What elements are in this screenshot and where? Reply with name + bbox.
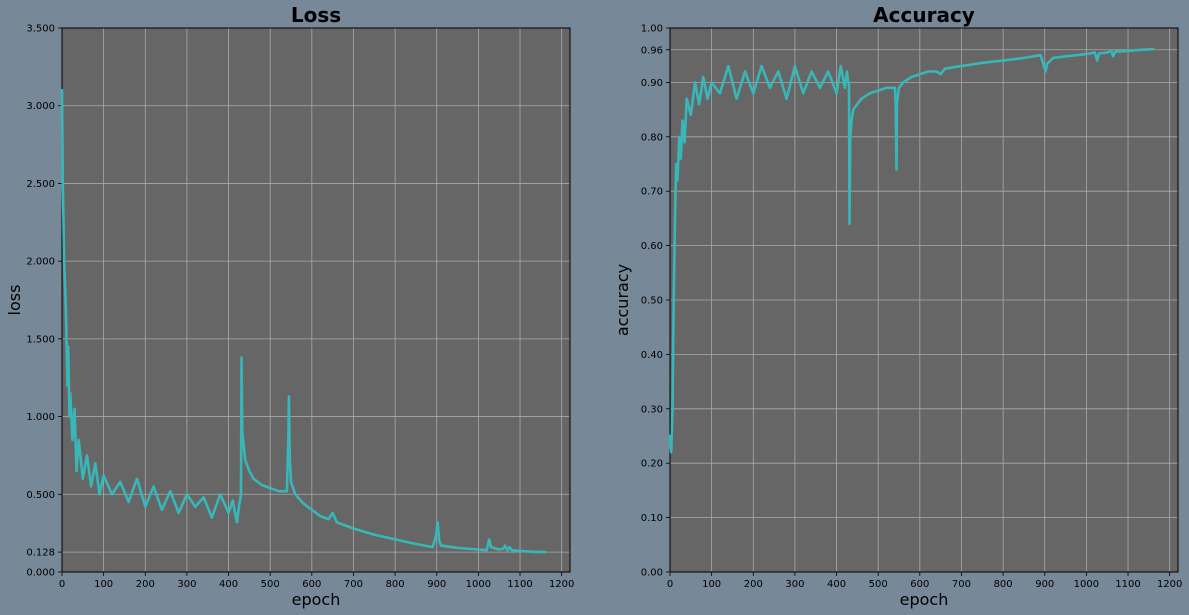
y-tick-label: 1.500 <box>26 334 55 345</box>
plot-area <box>62 28 570 572</box>
x-tick-label: 1200 <box>1157 579 1182 590</box>
y-tick-label: 0.000 <box>26 568 55 579</box>
x-tick-label: 1000 <box>1074 579 1099 590</box>
x-tick-label: 500 <box>869 579 888 590</box>
y-axis-label: loss <box>5 285 24 316</box>
x-tick-label: 700 <box>344 579 363 590</box>
x-tick-label: 0 <box>59 579 65 590</box>
y-tick-label: 0.60 <box>641 241 663 252</box>
x-tick-label: 1200 <box>549 579 574 590</box>
y-tick-label: 1.000 <box>26 412 55 423</box>
y-tick-label: 3.000 <box>26 101 55 112</box>
x-tick-label: 300 <box>785 579 804 590</box>
x-tick-label: 600 <box>910 579 929 590</box>
axes-frame <box>669 27 1179 573</box>
x-tick-label: 700 <box>952 579 971 590</box>
series-line <box>668 47 1155 454</box>
y-axis-label: accuracy <box>613 264 632 336</box>
x-tick-label: 100 <box>94 579 113 590</box>
y-tick-label: 0.50 <box>641 296 663 307</box>
y-tick-label: 0.70 <box>641 187 663 198</box>
x-tick-label: 400 <box>219 579 238 590</box>
y-tick-label: 0.40 <box>641 350 663 361</box>
x-tick-label: 0 <box>667 579 673 590</box>
x-tick-label: 300 <box>177 579 196 590</box>
x-axis-label: epoch <box>292 590 341 609</box>
x-tick-label: 400 <box>827 579 846 590</box>
x-tick-label: 500 <box>261 579 280 590</box>
x-tick-label: 200 <box>744 579 763 590</box>
loss-chart: 0 100 200 300 400 500 600 700 800 900 1000 1100 1200… <box>5 3 574 609</box>
y-tick-label: 3.500 <box>26 24 55 35</box>
x-tick-label: 800 <box>386 579 405 590</box>
y-tick-label: 0.80 <box>641 132 663 143</box>
chart-title: Accuracy <box>873 3 975 27</box>
x-tick-label: 900 <box>1035 579 1054 590</box>
x-tick-label: 600 <box>302 579 321 590</box>
x-tick-label: 1000 <box>466 579 491 590</box>
y-tick-label: 0.10 <box>641 513 663 524</box>
x-tick-label: 800 <box>994 579 1013 590</box>
y-tick-label: 0.30 <box>641 404 663 415</box>
y-tick-label: 0.500 <box>26 490 55 501</box>
x-tick-label: 100 <box>702 579 721 590</box>
y-tick-label: 0.20 <box>641 459 663 470</box>
chart-title: Loss <box>291 3 341 27</box>
y-tick-label: 0.00 <box>641 568 663 579</box>
y-tick-label: 1.00 <box>641 24 663 35</box>
y-tick-label: 2.500 <box>26 179 55 190</box>
accuracy-chart: 0 100 200 300 400 500 600 700 800 900 1000 1100 1200… <box>613 3 1182 609</box>
x-tick-label: 900 <box>427 579 446 590</box>
y-tick-label: 0.90 <box>641 78 663 89</box>
series-line <box>60 88 547 554</box>
y-tick-label: 0.96 <box>641 45 663 56</box>
y-tick-label: 0.128 <box>26 548 55 559</box>
axes-frame <box>61 27 571 573</box>
x-tick-label: 200 <box>136 579 155 590</box>
y-tick-label: 2.000 <box>26 257 55 268</box>
x-tick-label: 1100 <box>507 579 532 590</box>
x-axis-label: epoch <box>900 590 949 609</box>
x-tick-label: 1100 <box>1115 579 1140 590</box>
